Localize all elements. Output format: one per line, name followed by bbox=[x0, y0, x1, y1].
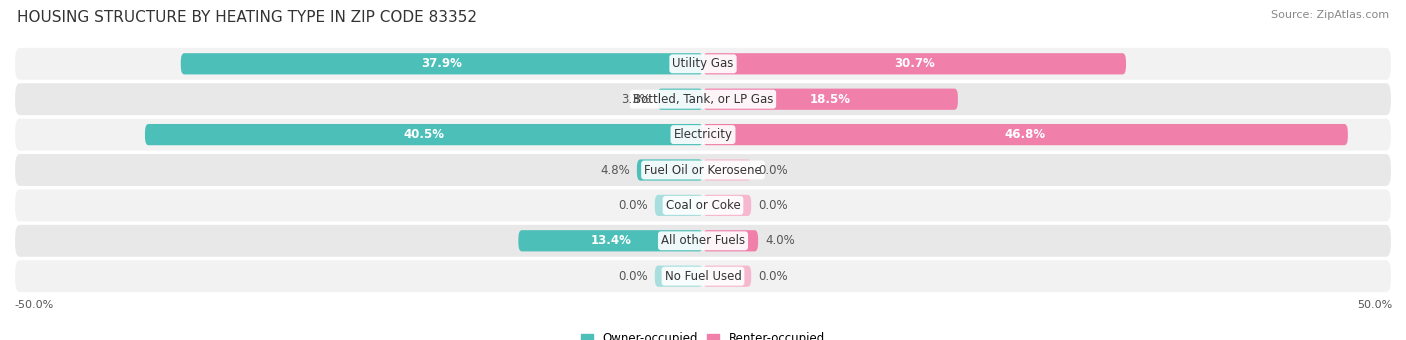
Text: No Fuel Used: No Fuel Used bbox=[665, 270, 741, 283]
Text: HOUSING STRUCTURE BY HEATING TYPE IN ZIP CODE 83352: HOUSING STRUCTURE BY HEATING TYPE IN ZIP… bbox=[17, 10, 477, 25]
FancyBboxPatch shape bbox=[655, 266, 703, 287]
Text: 0.0%: 0.0% bbox=[619, 270, 648, 283]
FancyBboxPatch shape bbox=[703, 89, 957, 110]
Text: 37.9%: 37.9% bbox=[422, 57, 463, 70]
FancyBboxPatch shape bbox=[655, 195, 703, 216]
Text: Bottled, Tank, or LP Gas: Bottled, Tank, or LP Gas bbox=[633, 93, 773, 106]
FancyBboxPatch shape bbox=[703, 124, 1348, 145]
Text: 3.3%: 3.3% bbox=[621, 93, 651, 106]
FancyBboxPatch shape bbox=[519, 230, 703, 251]
Text: 13.4%: 13.4% bbox=[591, 234, 631, 247]
FancyBboxPatch shape bbox=[14, 82, 1392, 116]
Text: All other Fuels: All other Fuels bbox=[661, 234, 745, 247]
Text: 0.0%: 0.0% bbox=[619, 199, 648, 212]
Text: Source: ZipAtlas.com: Source: ZipAtlas.com bbox=[1271, 10, 1389, 20]
Text: 4.0%: 4.0% bbox=[765, 234, 794, 247]
FancyBboxPatch shape bbox=[637, 159, 703, 181]
FancyBboxPatch shape bbox=[14, 118, 1392, 152]
Text: -50.0%: -50.0% bbox=[14, 300, 53, 310]
FancyBboxPatch shape bbox=[703, 195, 751, 216]
Text: Electricity: Electricity bbox=[673, 128, 733, 141]
FancyBboxPatch shape bbox=[703, 159, 751, 181]
Text: 30.7%: 30.7% bbox=[894, 57, 935, 70]
Legend: Owner-occupied, Renter-occupied: Owner-occupied, Renter-occupied bbox=[576, 328, 830, 340]
Text: 0.0%: 0.0% bbox=[758, 164, 787, 176]
FancyBboxPatch shape bbox=[14, 188, 1392, 222]
FancyBboxPatch shape bbox=[14, 153, 1392, 187]
Text: 0.0%: 0.0% bbox=[758, 199, 787, 212]
FancyBboxPatch shape bbox=[658, 89, 703, 110]
Text: 40.5%: 40.5% bbox=[404, 128, 444, 141]
Text: Utility Gas: Utility Gas bbox=[672, 57, 734, 70]
Text: Coal or Coke: Coal or Coke bbox=[665, 199, 741, 212]
FancyBboxPatch shape bbox=[703, 230, 758, 251]
FancyBboxPatch shape bbox=[703, 53, 1126, 74]
FancyBboxPatch shape bbox=[703, 266, 751, 287]
FancyBboxPatch shape bbox=[14, 259, 1392, 293]
FancyBboxPatch shape bbox=[14, 224, 1392, 258]
Text: 46.8%: 46.8% bbox=[1005, 128, 1046, 141]
Text: Fuel Oil or Kerosene: Fuel Oil or Kerosene bbox=[644, 164, 762, 176]
Text: 50.0%: 50.0% bbox=[1357, 300, 1392, 310]
Text: 4.8%: 4.8% bbox=[600, 164, 630, 176]
FancyBboxPatch shape bbox=[181, 53, 703, 74]
Text: 18.5%: 18.5% bbox=[810, 93, 851, 106]
FancyBboxPatch shape bbox=[14, 47, 1392, 81]
FancyBboxPatch shape bbox=[145, 124, 703, 145]
Text: 0.0%: 0.0% bbox=[758, 270, 787, 283]
